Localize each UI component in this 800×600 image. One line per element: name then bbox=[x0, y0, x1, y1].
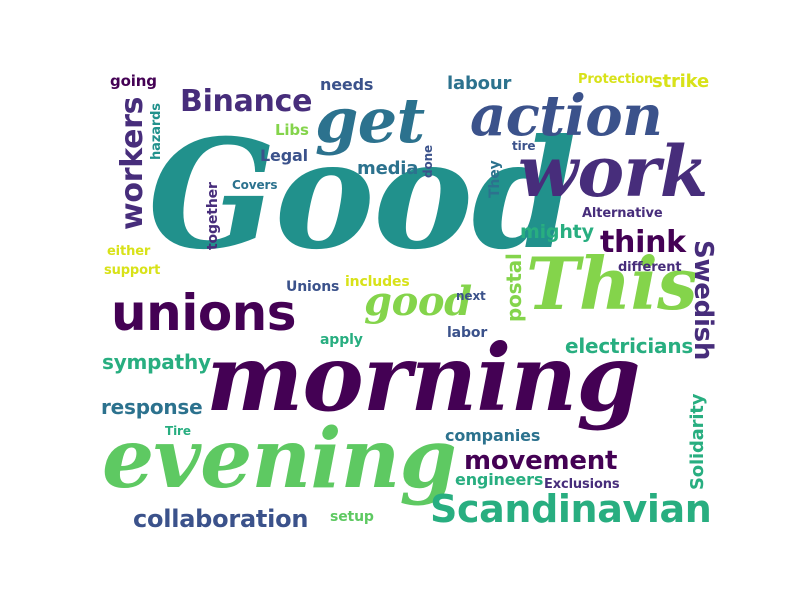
word-unions-small: Unions bbox=[286, 279, 340, 295]
word-unions: unions bbox=[111, 284, 297, 342]
word-setup: setup bbox=[330, 509, 374, 525]
word-response: response bbox=[101, 395, 203, 419]
word-either: either bbox=[107, 244, 151, 259]
word-needs: needs bbox=[320, 75, 374, 94]
word-exclusions: Exclusions bbox=[544, 477, 620, 492]
word-electricians: electricians bbox=[565, 334, 694, 358]
word-this: This bbox=[526, 241, 698, 326]
word-evening: evening bbox=[102, 411, 457, 507]
word-postal: postal bbox=[502, 253, 526, 322]
word-different: different bbox=[618, 260, 682, 275]
word-mighty: mighty bbox=[520, 221, 594, 243]
word-engineers: engineers bbox=[455, 470, 544, 489]
word-covers: Covers bbox=[232, 178, 278, 192]
word-tire-lower: tire bbox=[512, 139, 536, 153]
word-they: They bbox=[487, 160, 503, 198]
word-collaboration: collaboration bbox=[133, 505, 309, 533]
word-support: support bbox=[104, 263, 161, 278]
word-good-large: Good bbox=[148, 107, 577, 283]
word-tire-small: Tire bbox=[165, 424, 191, 438]
word-alternative: Alternative bbox=[582, 206, 663, 221]
word-next: next bbox=[456, 289, 486, 303]
word-done: done bbox=[421, 144, 435, 178]
word-solidarity: Solidarity bbox=[687, 393, 708, 490]
word-libs: Libs bbox=[275, 121, 309, 139]
word-work: work bbox=[518, 130, 708, 213]
word-includes: includes bbox=[345, 274, 410, 290]
word-strike: strike bbox=[652, 71, 709, 92]
word-going: going bbox=[110, 72, 157, 90]
word-media: media bbox=[357, 158, 419, 179]
word-companies: companies bbox=[445, 426, 541, 445]
word-hazards: hazards bbox=[149, 103, 164, 160]
word-binance: Binance bbox=[180, 84, 313, 119]
word-good-small: good bbox=[364, 278, 472, 325]
word-scandinavian: Scandinavian bbox=[430, 487, 712, 531]
word-morning: morning bbox=[206, 324, 641, 432]
word-sympathy: sympathy bbox=[102, 350, 211, 374]
word-labour: labour bbox=[447, 73, 512, 94]
word-get: get bbox=[315, 84, 425, 157]
word-labor: labor bbox=[447, 325, 488, 341]
word-apply: apply bbox=[320, 332, 363, 348]
word-legal: Legal bbox=[260, 146, 308, 165]
word-action: action bbox=[470, 83, 663, 149]
word-swedish: Swedish bbox=[688, 240, 718, 361]
word-workers: workers bbox=[115, 96, 150, 230]
word-together: together bbox=[205, 182, 221, 250]
word-protection: Protection bbox=[578, 72, 654, 87]
word-think: think bbox=[600, 225, 686, 260]
word-movement: movement bbox=[464, 446, 618, 476]
